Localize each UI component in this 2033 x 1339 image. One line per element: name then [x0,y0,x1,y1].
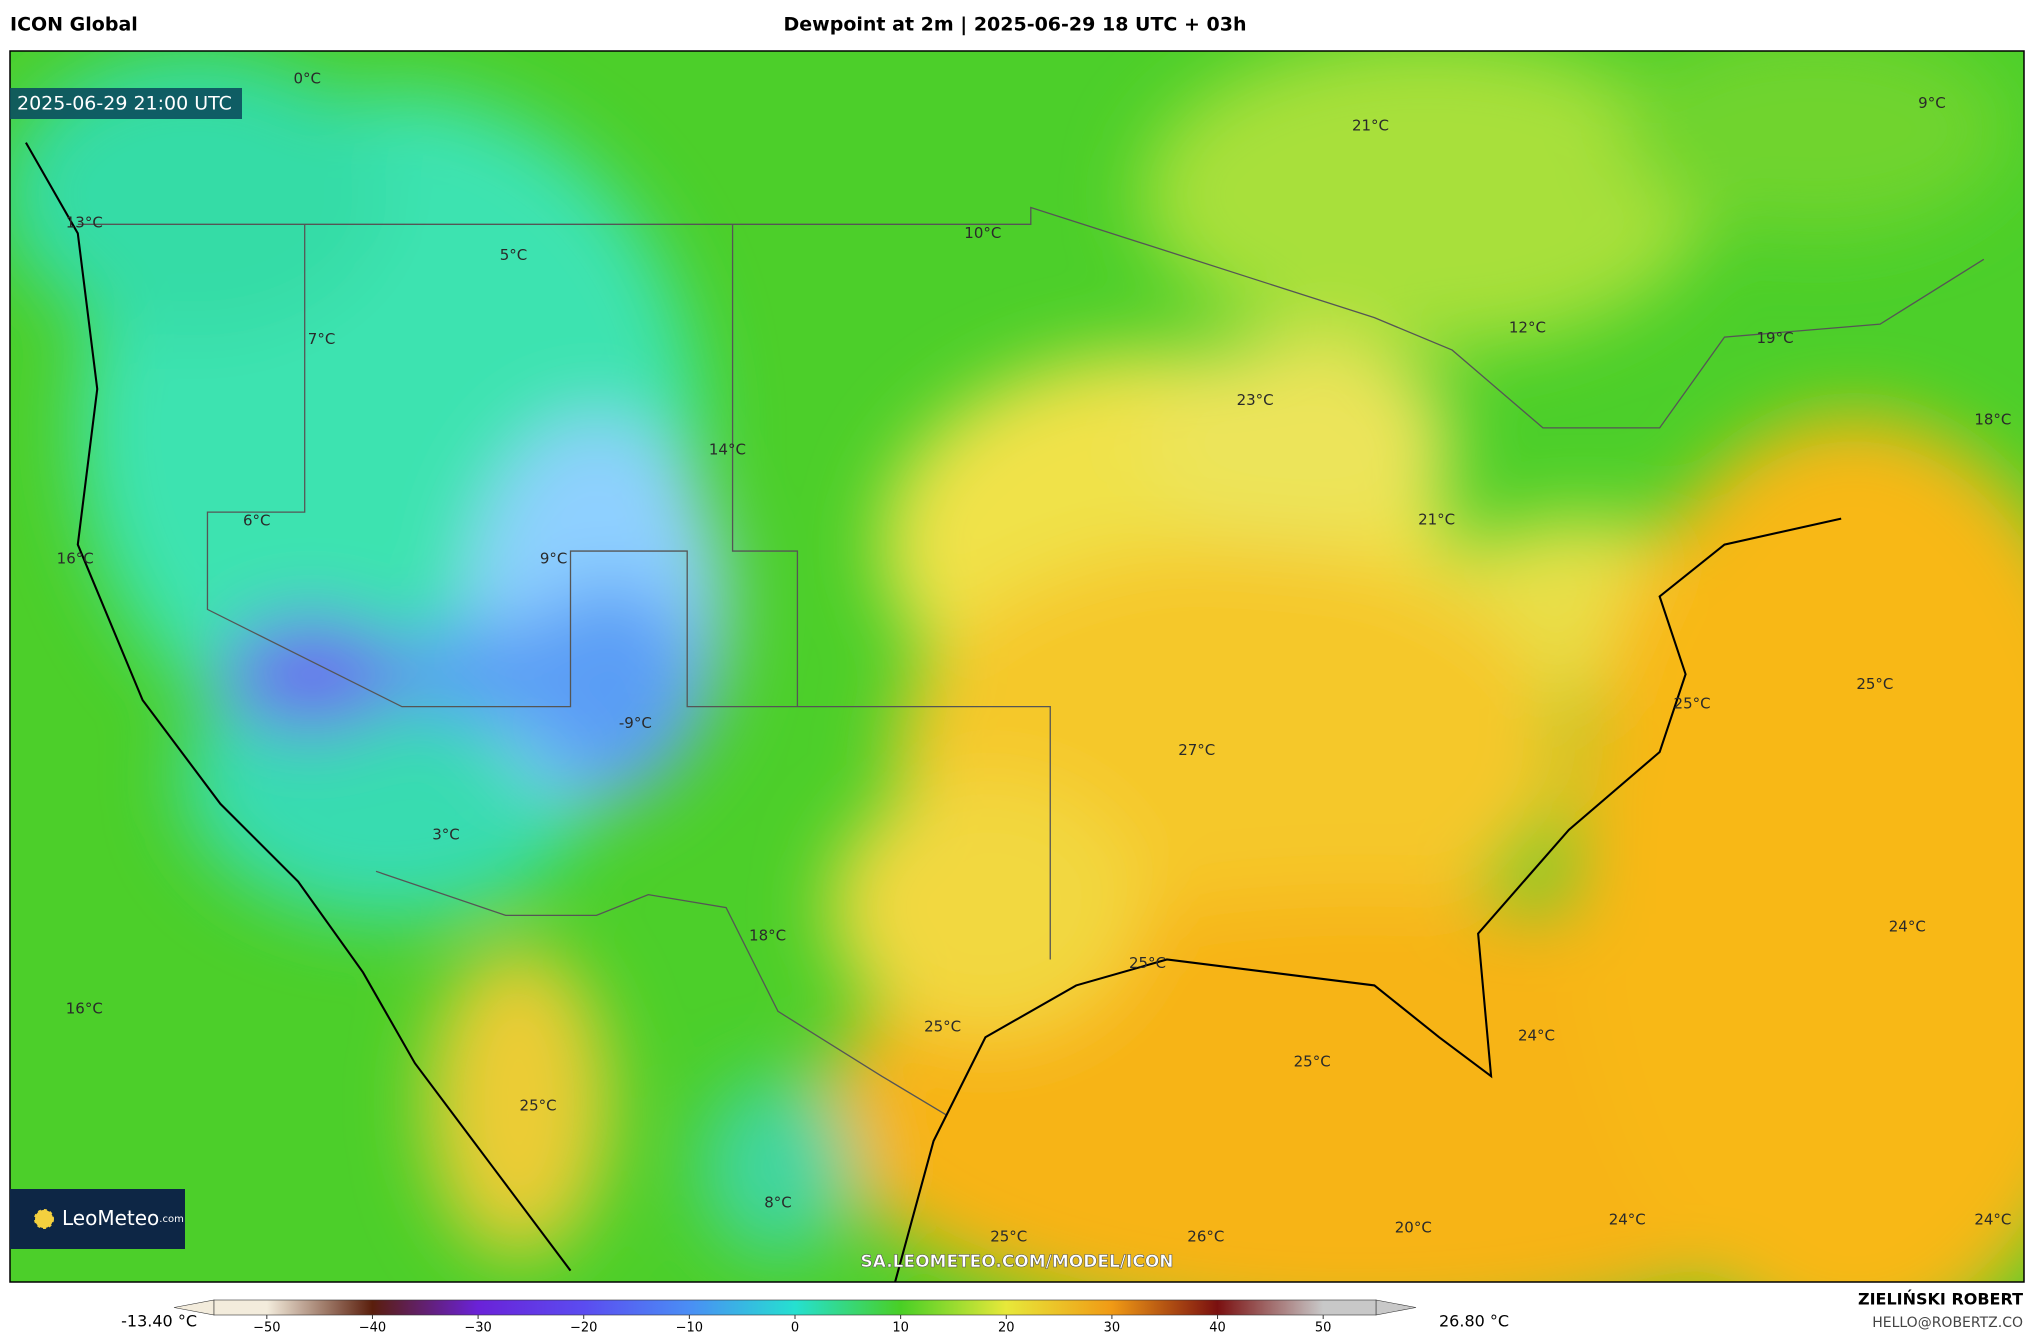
map-label: 10°C [964,224,1001,242]
map-label: 18°C [749,927,786,945]
map-frame [9,50,2025,1283]
source: ICON Global [10,14,138,36]
map-label: 9°C [1918,94,1946,112]
map-label: 7°C [308,330,336,348]
map-label: 25°C [924,1017,961,1035]
timestamp: 2025-06-29 21:00 UTC [17,93,232,115]
map-label: 0°C [294,70,322,88]
colorbar-tick-label: −20 [570,1321,597,1336]
map-label: 21°C [1352,116,1389,134]
colorbar-tick-label: −40 [359,1321,386,1336]
map-label: 26°C [1187,1227,1224,1245]
map-label: 5°C [500,246,528,264]
timestamp-box [10,88,242,119]
colorbar-gradient [213,1299,1377,1316]
map-label: 25°C [520,1096,557,1114]
map-label: 14°C [709,440,746,458]
colorbar-max: 26.80 °C [1439,1312,1509,1331]
map-label: 16°C [66,999,103,1017]
map [10,51,2024,1282]
colorbar-tick-label: 30 [1104,1321,1121,1336]
map-label: 23°C [1237,391,1274,409]
map-label: 21°C [1418,510,1455,528]
map-label: 9°C [540,549,568,567]
map-label: 13°C [66,214,103,232]
map-label: 16°C [57,549,94,567]
map-label: 20°C [1395,1218,1432,1236]
map-label: 18°C [1974,411,2011,429]
map-label: 24°C [1518,1026,1555,1044]
colorbar-arrow-right [1375,1299,1417,1316]
email: HELLO@ROBERTZ.CO [1872,1315,2023,1331]
watermark: SA.LEOMETEO.COM/MODEL/ICON [860,1252,1173,1272]
map-labels: 0°C 21°C 9°C 13°C 10°C 5°C 12°C 19°C 7°C 23°C 18°C… [57,70,2012,1246]
colorbar-tick-label: 0 [791,1321,799,1336]
logo-name: LeoMeteo.com [62,1206,184,1230]
map-label: 3°C [432,826,460,844]
map-label: 25°C [1294,1052,1331,1070]
map-label: 12°C [1509,319,1546,337]
map-label: -9°C [619,714,652,732]
map-label: 24°C [1889,918,1926,936]
colorbar-min: -13.40 °C [121,1312,197,1331]
colorbar-tick-label: −30 [464,1321,491,1336]
title: Dewpoint at 2m | 2025-06-29 18 UTC + 03h [784,14,1247,36]
map-label: 24°C [1609,1211,1646,1229]
map-label: 6°C [243,512,271,530]
map-label: 24°C [1974,1211,2011,1229]
map-label: 25°C [1129,954,1166,972]
colorbar-tick-label: −50 [253,1321,280,1336]
colorbar-tick-label: 10 [892,1321,909,1336]
colorbar-tick-label: 20 [998,1321,1015,1336]
colorbar-tick-label: 40 [1209,1321,1226,1336]
logo-sun [34,1209,54,1229]
map-label: 27°C [1178,741,1215,759]
map-label: 25°C [990,1227,1027,1245]
map-label: 25°C [1674,695,1711,713]
map-label: 19°C [1757,329,1794,347]
colorbar-tick-label: −10 [676,1321,703,1336]
map-label: 8°C [764,1194,792,1212]
author: ZIELIŃSKI ROBERT [1858,1290,2023,1309]
colorbar: −50 −40 −30 −20 −10 0 10 20 30 40 50 [173,1299,1417,1336]
colorbar-tick-label: 50 [1315,1321,1332,1336]
map-label: 25°C [1856,675,1893,693]
